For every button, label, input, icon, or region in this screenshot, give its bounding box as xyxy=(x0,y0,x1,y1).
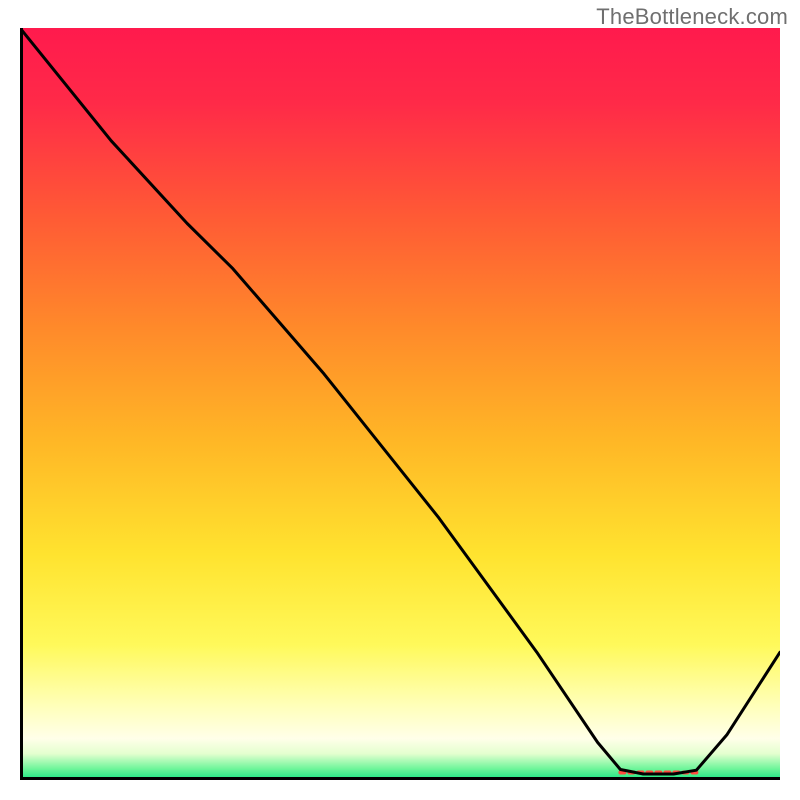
axis-bottom xyxy=(20,777,780,780)
axis-left xyxy=(20,28,23,780)
gradient-background xyxy=(20,28,780,780)
watermark-text: TheBottleneck.com xyxy=(596,4,788,30)
stage: TheBottleneck.com xyxy=(0,0,800,800)
plot-area xyxy=(20,28,780,780)
chart-svg xyxy=(20,28,780,780)
